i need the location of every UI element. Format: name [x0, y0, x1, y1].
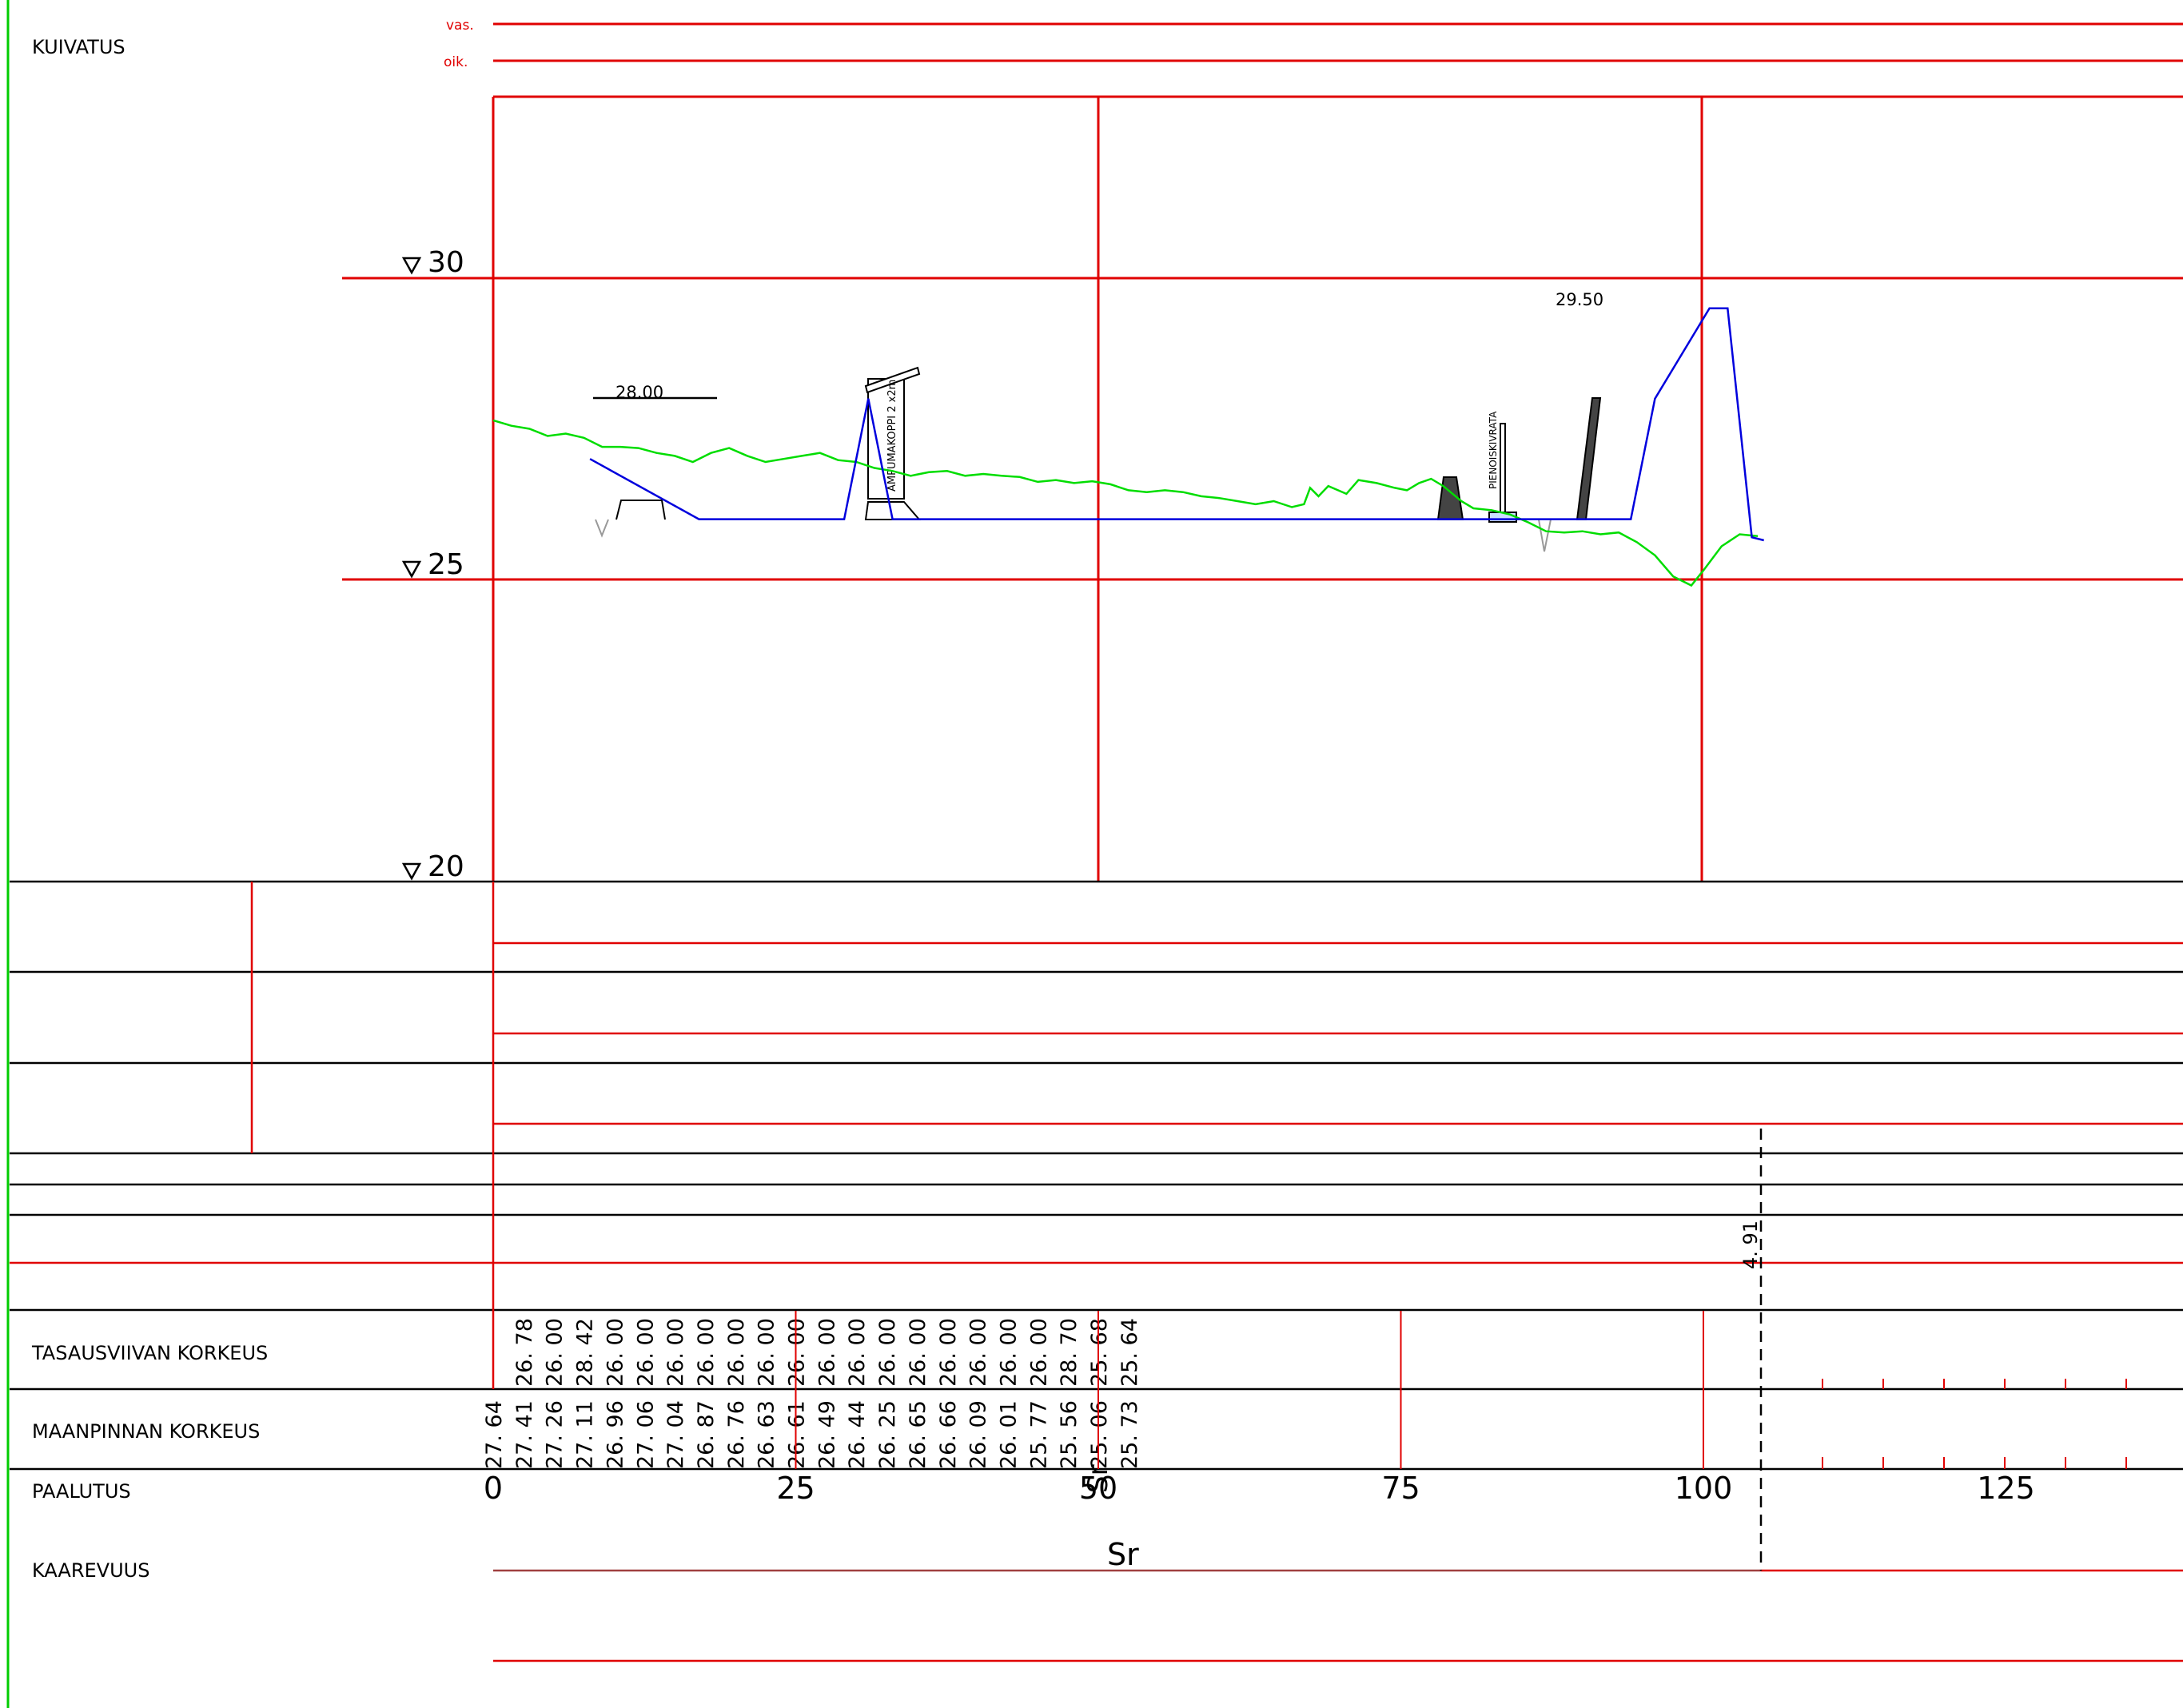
design-level-value: 26. 00 — [906, 1318, 930, 1387]
small-berm: 28.00 — [593, 383, 717, 520]
design-level-value: 26. 00 — [936, 1318, 961, 1387]
ground-level-value: 26. 44 — [845, 1400, 870, 1469]
design-level-value: 28. 42 — [573, 1318, 598, 1387]
elevation-label-25: 25 — [428, 548, 464, 581]
station-label: 75 — [1381, 1471, 1420, 1506]
design-level-value: 26. 00 — [543, 1318, 568, 1387]
track-structure: PIENOISKIVRATA — [1488, 411, 1517, 523]
offset-label: 4. 91 — [1739, 1220, 1762, 1269]
ground-level-value: 26. 96 — [603, 1400, 627, 1469]
design-level-value: 26. 00 — [785, 1318, 810, 1387]
ground-level-value: 26. 76 — [724, 1400, 749, 1469]
table-grid — [10, 880, 2183, 1662]
elev-label-28: 28.00 — [615, 383, 663, 402]
elevation-label-20: 20 — [428, 850, 464, 883]
elevation-mark-30: 30 — [401, 246, 464, 279]
design-level-value: 26. 00 — [1026, 1318, 1051, 1387]
profile-series — [492, 307, 1765, 587]
design-level-value: 26. 78 — [512, 1318, 537, 1387]
curvature-label-sr-2: Sr — [1082, 1464, 1114, 1493]
elevation-label-30: 30 — [428, 246, 464, 279]
ditch-left — [595, 519, 609, 538]
curvature-label-sr: Sr — [1107, 1537, 1139, 1572]
ground-level-value: 27. 64 — [482, 1400, 507, 1469]
design-level-value: 26. 00 — [724, 1318, 749, 1387]
row-label-tasausviiva: TASAUSVIIVAN KORKEUS — [31, 1342, 268, 1364]
station-label: 100 — [1675, 1471, 1733, 1506]
row-label-maanpinta: MAANPINNAN KORKEUS — [32, 1420, 260, 1443]
design-level-value: 26. 00 — [996, 1318, 1021, 1387]
station-label: 125 — [1977, 1471, 2035, 1506]
row-label-paalutus: PAALUTUS — [32, 1480, 131, 1503]
ground-level-value: 25. 73 — [1117, 1400, 1142, 1469]
design-level-line — [589, 307, 1765, 542]
track-label: PIENOISKIVRATA — [1488, 411, 1499, 489]
table-values: 26. 78 26. 00 28. 42 26. 00 26. 00 26. 00 26. … — [482, 1318, 1142, 1469]
ditch-right — [1538, 519, 1552, 552]
ground-level-value: 27. 11 — [573, 1400, 598, 1469]
elevation-mark-25: 25 — [401, 548, 464, 581]
row-label-kaarevuus: KAAREVUUS — [32, 1559, 149, 1582]
ground-level-value: 27. 26 — [543, 1400, 568, 1469]
station-label: 50 — [1079, 1471, 1117, 1506]
ground-level-line — [492, 419, 1759, 587]
ground-level-value: 25. 56 — [1057, 1400, 1082, 1469]
design-level-value: 26. 00 — [663, 1318, 688, 1387]
ground-level-value: 27. 04 — [663, 1400, 688, 1469]
ground-level-value: 26. 01 — [996, 1400, 1021, 1469]
profile-grid — [342, 95, 2183, 882]
ground-level-value: 27. 06 — [633, 1400, 658, 1469]
station-label: 25 — [776, 1471, 815, 1506]
ground-level-value: 26. 09 — [966, 1400, 991, 1469]
ground-level-value: 25. 06 — [1087, 1400, 1112, 1469]
design-level-value: 25. 64 — [1117, 1318, 1142, 1387]
station-axis: 0 25 50 75 100 125 — [484, 1311, 2127, 1506]
design-level-value: 26. 00 — [755, 1318, 779, 1387]
ground-level-value: 26. 66 — [936, 1400, 961, 1469]
station-label: 0 — [484, 1471, 503, 1506]
ground-level-value: 26. 25 — [875, 1400, 900, 1469]
design-level-value: 25. 68 — [1087, 1318, 1112, 1387]
design-level-value: 26. 00 — [603, 1318, 627, 1387]
design-level-value: 26. 00 — [875, 1318, 900, 1387]
design-level-value: 28. 70 — [1057, 1318, 1082, 1387]
ground-level-value: 26. 65 — [906, 1400, 930, 1469]
ground-level-value: 25. 77 — [1026, 1400, 1051, 1469]
design-level-value: 26. 00 — [845, 1318, 870, 1387]
design-level-value: 26. 00 — [966, 1318, 991, 1387]
shelter-label: AMPUMAKOPPI 2 x2m — [886, 380, 898, 492]
design-level-value: 26. 00 — [694, 1318, 719, 1387]
ground-level-value: 26. 61 — [785, 1400, 810, 1469]
ground-level-value: 26. 87 — [694, 1400, 719, 1469]
oik-label: oik. — [444, 54, 468, 70]
vas-label: vas. — [446, 18, 474, 34]
shooting-shelter: AMPUMAKOPPI 2 x2m — [864, 366, 922, 520]
concrete-wall-right — [1576, 397, 1602, 520]
elev-label-2950: 29.50 — [1556, 290, 1603, 309]
elevation-mark-20: 20 — [401, 850, 464, 883]
design-level-value: 26. 00 — [633, 1318, 658, 1387]
design-level-value: 26. 00 — [815, 1318, 839, 1387]
kuivatus-title: KUIVATUS — [32, 36, 125, 58]
ground-level-value: 26. 63 — [755, 1400, 779, 1469]
ground-level-value: 27. 41 — [512, 1400, 537, 1469]
ground-level-value: 26. 49 — [815, 1400, 839, 1469]
